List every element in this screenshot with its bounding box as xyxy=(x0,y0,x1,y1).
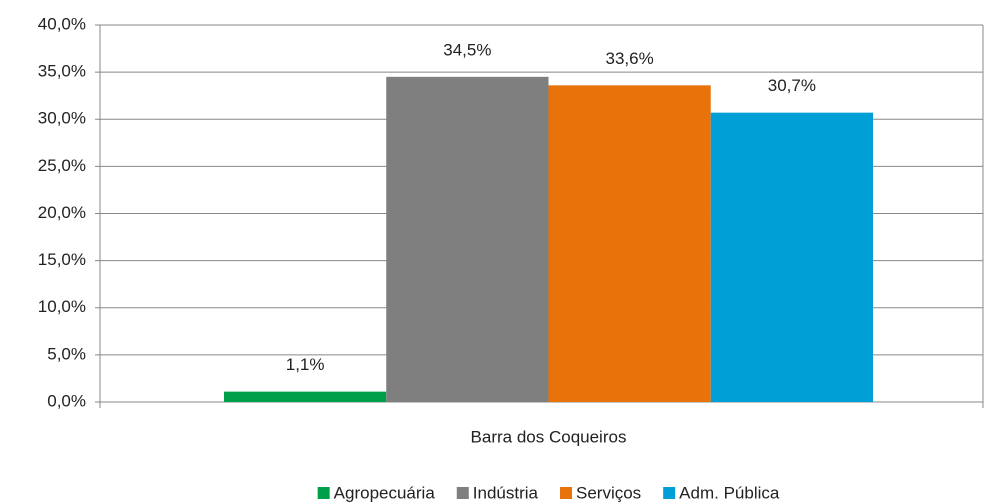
bar xyxy=(223,391,387,402)
data-label: 1,1% xyxy=(286,355,325,374)
y-tick-label: 25,0% xyxy=(38,156,86,175)
y-tick-label: 30,0% xyxy=(38,109,86,128)
legend-label: Agropecuária xyxy=(334,483,436,502)
legend-label: Adm. Pública xyxy=(679,483,780,502)
bar xyxy=(710,112,874,402)
legend-swatch xyxy=(456,487,469,499)
y-tick-label: 20,0% xyxy=(38,203,86,222)
legend-swatch xyxy=(317,487,330,499)
y-tick-label: 0,0% xyxy=(47,391,86,410)
y-tick-label: 40,0% xyxy=(38,14,86,33)
data-label: 30,7% xyxy=(768,76,816,95)
bar xyxy=(548,85,711,402)
x-tick-label: Barra dos Coqueiros xyxy=(471,427,627,446)
y-tick-label: 5,0% xyxy=(47,344,86,363)
y-tick-label: 35,0% xyxy=(38,62,86,81)
legend-label: Serviços xyxy=(576,483,641,502)
legend-label: Indústria xyxy=(473,483,539,502)
y-tick-label: 15,0% xyxy=(38,250,86,269)
y-tick-label: 10,0% xyxy=(38,297,86,316)
data-label: 33,6% xyxy=(606,49,654,68)
legend-swatch xyxy=(559,487,572,499)
legend-swatch xyxy=(663,487,676,499)
data-label: 34,5% xyxy=(443,40,491,59)
bar xyxy=(386,76,549,403)
